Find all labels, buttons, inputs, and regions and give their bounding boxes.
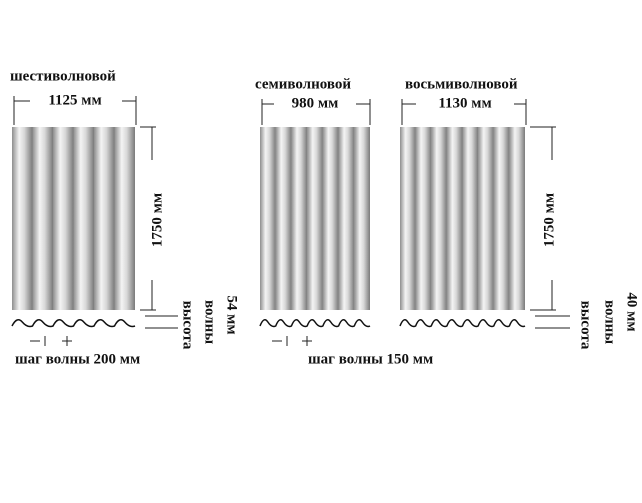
- wave-stripe: [291, 127, 308, 310]
- wave-height-label: 54 мм: [224, 295, 240, 334]
- wave-profile: [399, 319, 526, 328]
- wave-stripe: [307, 127, 323, 310]
- wave-height-label: волны: [202, 300, 218, 344]
- dim-line: [401, 99, 527, 125]
- wave-stripe: [32, 127, 53, 310]
- dim-line: [145, 315, 178, 329]
- dim-line: [272, 336, 312, 346]
- sheet-name: шестиволновой: [10, 68, 116, 84]
- width-label: 1125 мм: [48, 92, 101, 108]
- wave-stripe: [114, 127, 135, 310]
- wave-stripe: [478, 127, 494, 310]
- wave-height-label: 40 мм: [624, 292, 640, 331]
- sheet-name: семиволновой: [255, 76, 351, 92]
- dim-line: [530, 126, 556, 311]
- wave-stripe: [354, 127, 370, 310]
- wave-stripe: [73, 127, 94, 310]
- wave-stripe: [275, 127, 292, 310]
- wave-profile: [259, 319, 371, 328]
- wave-stripe: [446, 127, 463, 310]
- length-label: 1750 мм: [149, 193, 165, 247]
- wave-stripe: [322, 127, 339, 310]
- length-label: 1750 мм: [541, 193, 557, 247]
- dim-line: [13, 96, 137, 125]
- dim-line: [30, 336, 72, 346]
- wave-stripe: [12, 127, 33, 310]
- width-label: 1130 мм: [438, 95, 491, 111]
- wave-stripe: [400, 127, 416, 310]
- wave-stripe: [462, 127, 479, 310]
- wave-height-label: высота: [180, 301, 196, 350]
- wave-profile: [11, 319, 136, 328]
- wave-stripe: [493, 127, 510, 310]
- sheet-name: восьмиволновой: [405, 76, 518, 92]
- wave-stripe: [431, 127, 447, 310]
- wave-pitch-label: шаг волны 150 мм: [308, 351, 433, 367]
- dim-line: [140, 126, 156, 311]
- wave-stripe: [260, 127, 276, 310]
- wave-pitch-label: шаг волны 200 мм: [15, 351, 140, 367]
- wave-height-label: высота: [578, 301, 594, 350]
- dim-line: [535, 315, 570, 329]
- dim-line: [261, 99, 371, 125]
- wave-stripe: [415, 127, 432, 310]
- width-label: 980 мм: [292, 95, 339, 111]
- wave-stripe: [53, 127, 74, 310]
- wave-stripe: [338, 127, 355, 310]
- wave-stripe: [94, 127, 115, 310]
- wave-stripe: [509, 127, 525, 310]
- wave-height-label: волны: [602, 300, 618, 344]
- sheets: [11, 127, 526, 328]
